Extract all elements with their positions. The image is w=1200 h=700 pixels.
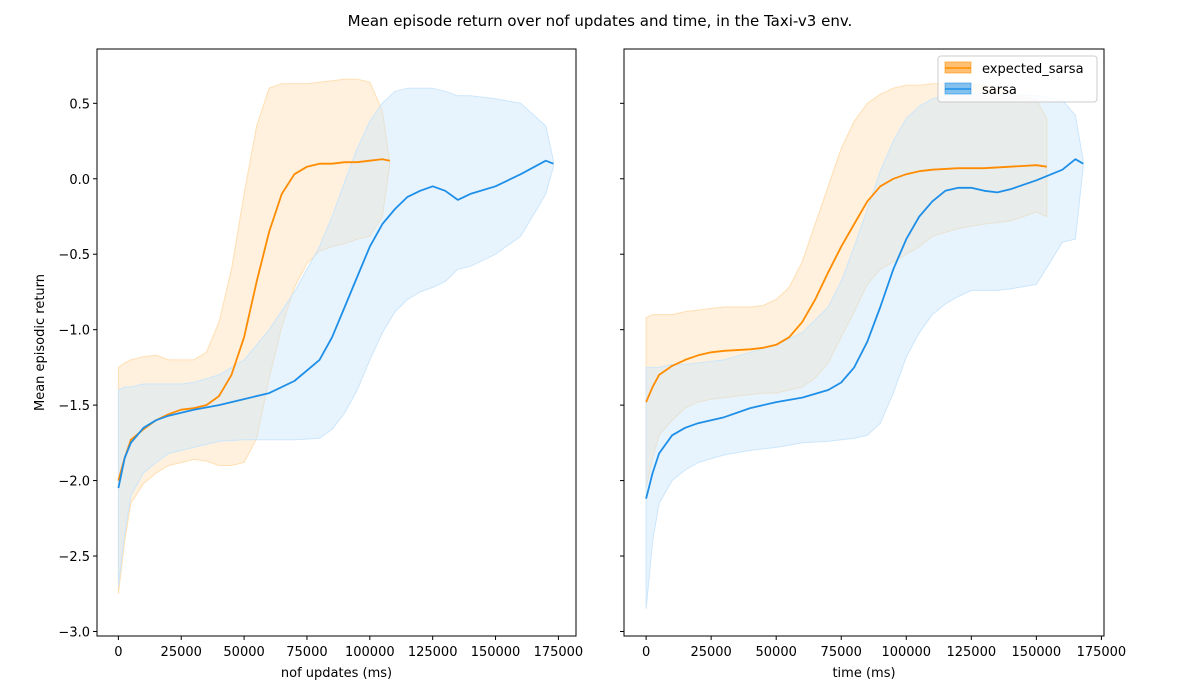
y-tick-label: −0.5 [58, 248, 90, 263]
series-line-sarsa [117, 159, 554, 489]
legend-label-expected-sarsa: expected_sarsa [982, 62, 1084, 77]
y-tick-label: −2.5 [58, 550, 90, 565]
x-tick-label: 75000 [286, 645, 327, 660]
plot-frame [96, 48, 577, 637]
x-tick-label: 50000 [756, 645, 797, 660]
legend-box [937, 55, 1098, 103]
y-tick-label: −2.0 [58, 475, 90, 490]
band-expected-sarsa [645, 83, 1048, 489]
x-axis-label: nof updates (ms) [281, 666, 392, 681]
x-tick-label: 150000 [471, 645, 521, 660]
x-tick-label: 25000 [161, 645, 202, 660]
x-tick-label: 50000 [223, 645, 264, 660]
y-tick-label: −1.0 [58, 324, 90, 339]
y-axis-label: Mean episodic return [33, 274, 48, 411]
x-tick-label: 175000 [1077, 645, 1127, 660]
plot-right: 0 25000 50000 75000 100000 125000 150000 175000… [620, 48, 1127, 681]
x-tick-label: 75000 [821, 645, 862, 660]
y-tick-label: 0.0 [69, 173, 90, 188]
x-tick-label: 125000 [946, 645, 996, 660]
x-tick-label: 0 [114, 645, 122, 660]
plot-frame [623, 48, 1105, 637]
x-tick-label: 100000 [881, 645, 931, 660]
x-tick-label: 0 [642, 645, 650, 660]
y-tick-label: 0.5 [69, 97, 90, 112]
x-tick-label: 100000 [345, 645, 395, 660]
x-tick-label: 175000 [534, 645, 584, 660]
x-tick-label: 125000 [408, 645, 458, 660]
x-tick-label: 25000 [690, 645, 731, 660]
y-tick-label: −3.0 [58, 625, 90, 640]
series-line-expected-sarsa [645, 164, 1047, 403]
y-tick-label: −1.5 [58, 399, 90, 414]
figure-title: Mean episode return over nof updates and… [348, 12, 853, 30]
band-sarsa [117, 87, 554, 587]
band-sarsa [645, 92, 1084, 609]
plot-left: 0 25000 50000 75000 100000 125000 150000 175000… [33, 48, 584, 681]
series-line-sarsa [645, 158, 1084, 499]
x-axis-label: time (ms) [832, 666, 895, 681]
legend-label-sarsa: sarsa [982, 83, 1017, 98]
band-expected-sarsa [117, 78, 391, 594]
x-tick-label: 150000 [1012, 645, 1062, 660]
